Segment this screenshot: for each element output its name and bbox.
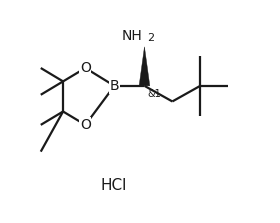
Text: O: O [80, 118, 91, 132]
Polygon shape [139, 47, 150, 86]
Text: 2: 2 [147, 33, 154, 43]
Text: NH: NH [122, 29, 143, 43]
Text: HCl: HCl [100, 178, 127, 193]
Text: B: B [109, 79, 119, 93]
Text: O: O [80, 61, 91, 75]
Text: &1: &1 [148, 89, 162, 99]
